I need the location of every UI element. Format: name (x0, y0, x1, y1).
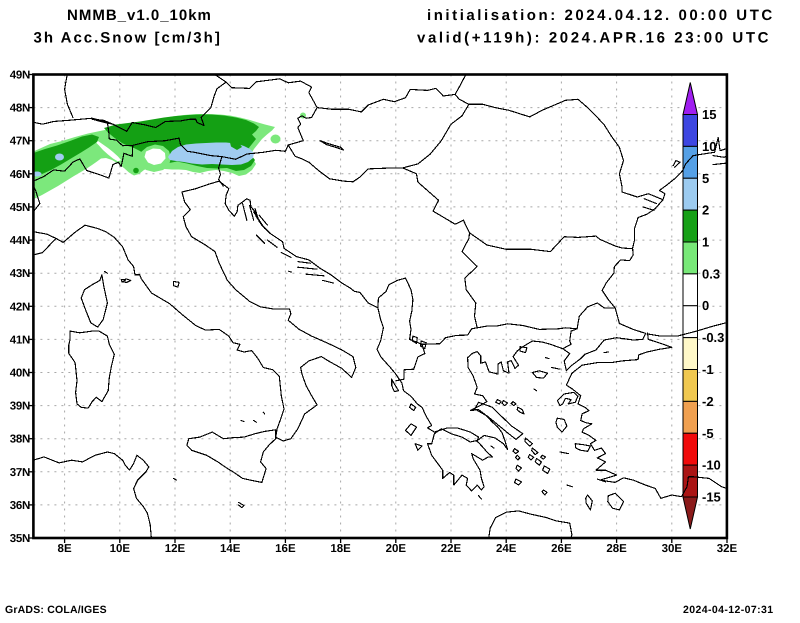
svg-text:38N: 38N (10, 434, 30, 446)
svg-text:28E: 28E (606, 543, 627, 555)
svg-text:43N: 43N (10, 268, 30, 280)
svg-text:-10: -10 (702, 458, 721, 473)
svg-text:46N: 46N (10, 169, 30, 181)
svg-text:initialisation: 2024.04.12. 00: initialisation: 2024.04.12. 00:00 UTC (427, 7, 775, 24)
svg-text:1: 1 (702, 235, 709, 250)
svg-text:44N: 44N (10, 235, 30, 247)
svg-text:-2: -2 (702, 394, 714, 409)
svg-text:2: 2 (702, 203, 709, 218)
svg-text:15: 15 (702, 107, 716, 122)
svg-text:30E: 30E (662, 543, 683, 555)
svg-text:24E: 24E (496, 543, 517, 555)
svg-text:32E: 32E (717, 543, 738, 555)
svg-text:5: 5 (702, 171, 709, 186)
svg-text:3h Acc.Snow [cm/3h]: 3h Acc.Snow [cm/3h] (34, 30, 222, 47)
svg-text:37N: 37N (10, 467, 30, 479)
svg-text:0: 0 (702, 298, 709, 313)
svg-text:-1: -1 (702, 362, 714, 377)
svg-text:47N: 47N (10, 136, 30, 148)
svg-text:36N: 36N (10, 500, 30, 512)
svg-text:48N: 48N (10, 103, 30, 115)
svg-text:0.3: 0.3 (702, 266, 720, 281)
svg-text:20E: 20E (386, 543, 407, 555)
svg-text:45N: 45N (10, 202, 30, 214)
svg-text:18E: 18E (330, 543, 351, 555)
svg-text:GrADS: COLA/IGES: GrADS: COLA/IGES (5, 604, 107, 616)
svg-text:8E: 8E (58, 543, 72, 555)
svg-text:41N: 41N (10, 334, 30, 346)
svg-text:40N: 40N (10, 368, 30, 380)
svg-text:-15: -15 (702, 490, 721, 505)
svg-text:42N: 42N (10, 301, 30, 313)
svg-text:valid(+119h): 2024.APR.16 23:0: valid(+119h): 2024.APR.16 23:00 UTC (417, 30, 771, 47)
svg-text:NMMB_v1.0_10km: NMMB_v1.0_10km (67, 7, 212, 24)
svg-text:14E: 14E (220, 543, 241, 555)
svg-text:39N: 39N (10, 401, 30, 413)
svg-text:49N: 49N (10, 70, 30, 82)
svg-text:-5: -5 (702, 426, 714, 441)
svg-text:12E: 12E (165, 543, 186, 555)
svg-text:22E: 22E (441, 543, 462, 555)
svg-text:16E: 16E (275, 543, 296, 555)
svg-text:35N: 35N (10, 533, 30, 545)
svg-text:2024-04-12-07:31: 2024-04-12-07:31 (683, 604, 773, 616)
svg-text:26E: 26E (551, 543, 572, 555)
svg-text:10: 10 (702, 139, 716, 154)
svg-text:-0.3: -0.3 (702, 330, 724, 345)
svg-text:10E: 10E (110, 543, 131, 555)
